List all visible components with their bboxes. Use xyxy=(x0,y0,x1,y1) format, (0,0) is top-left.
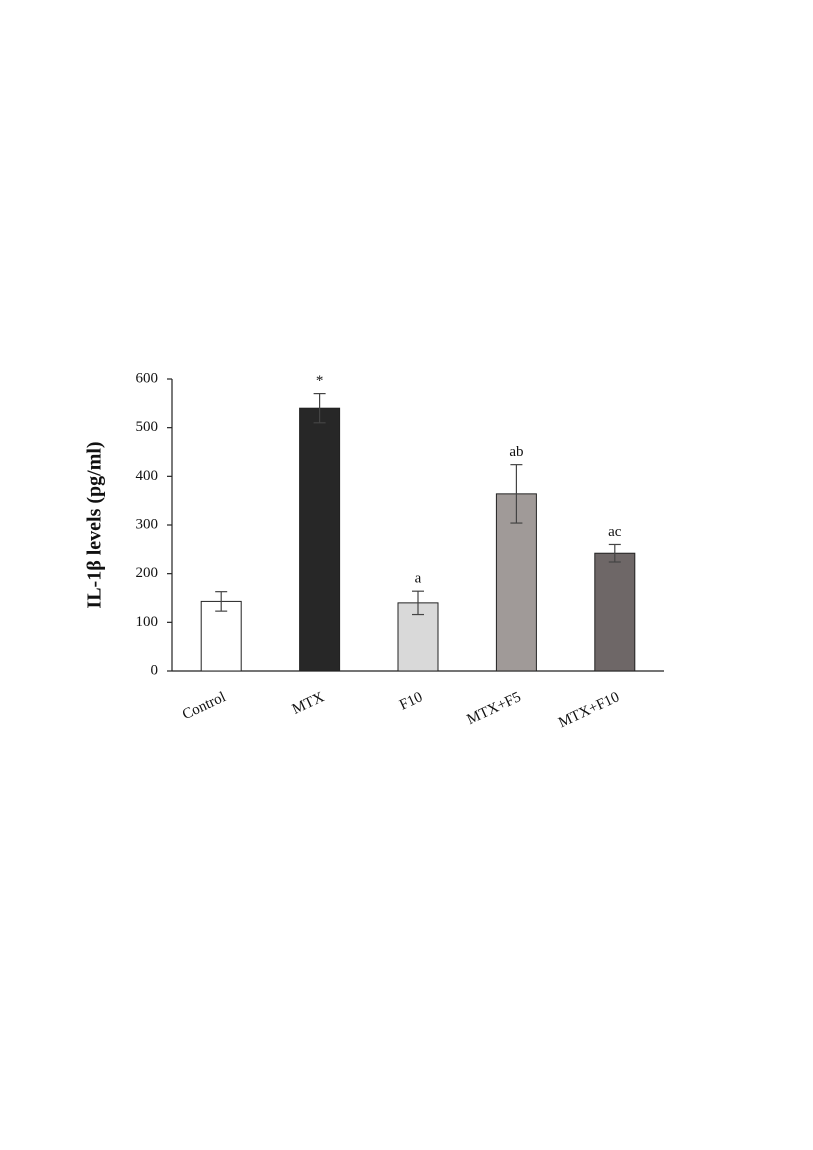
y-tick-label: 500 xyxy=(136,419,159,435)
annotation: a xyxy=(415,571,422,587)
y-axis-label: IL-1β levels (pg/ml) xyxy=(84,441,106,608)
bar xyxy=(299,407,341,672)
x-tick-label: Control xyxy=(180,689,228,723)
bar xyxy=(594,552,636,672)
error-bar xyxy=(215,591,228,612)
x-tick-label: MTX xyxy=(290,689,327,718)
error-bar xyxy=(313,393,326,424)
y-tick-label: 300 xyxy=(136,516,159,532)
y-tick-label: 100 xyxy=(136,614,159,630)
y-tick-label: 200 xyxy=(136,565,159,581)
error-bar xyxy=(608,543,621,563)
bar xyxy=(200,600,242,672)
y-tick-label: 400 xyxy=(136,468,159,484)
x-tick-label: F10 xyxy=(397,689,425,713)
error-bar xyxy=(510,464,523,524)
annotation: ab xyxy=(509,444,523,460)
annotation: ac xyxy=(608,524,622,540)
x-tick-label: MTX+F10 xyxy=(556,689,622,731)
y-tick-label: 0 xyxy=(151,662,159,678)
annotation: * xyxy=(316,373,324,389)
y-tick-label: 600 xyxy=(136,370,159,386)
x-tick-label: MTX+F5 xyxy=(465,689,524,728)
error-bar xyxy=(412,590,424,616)
